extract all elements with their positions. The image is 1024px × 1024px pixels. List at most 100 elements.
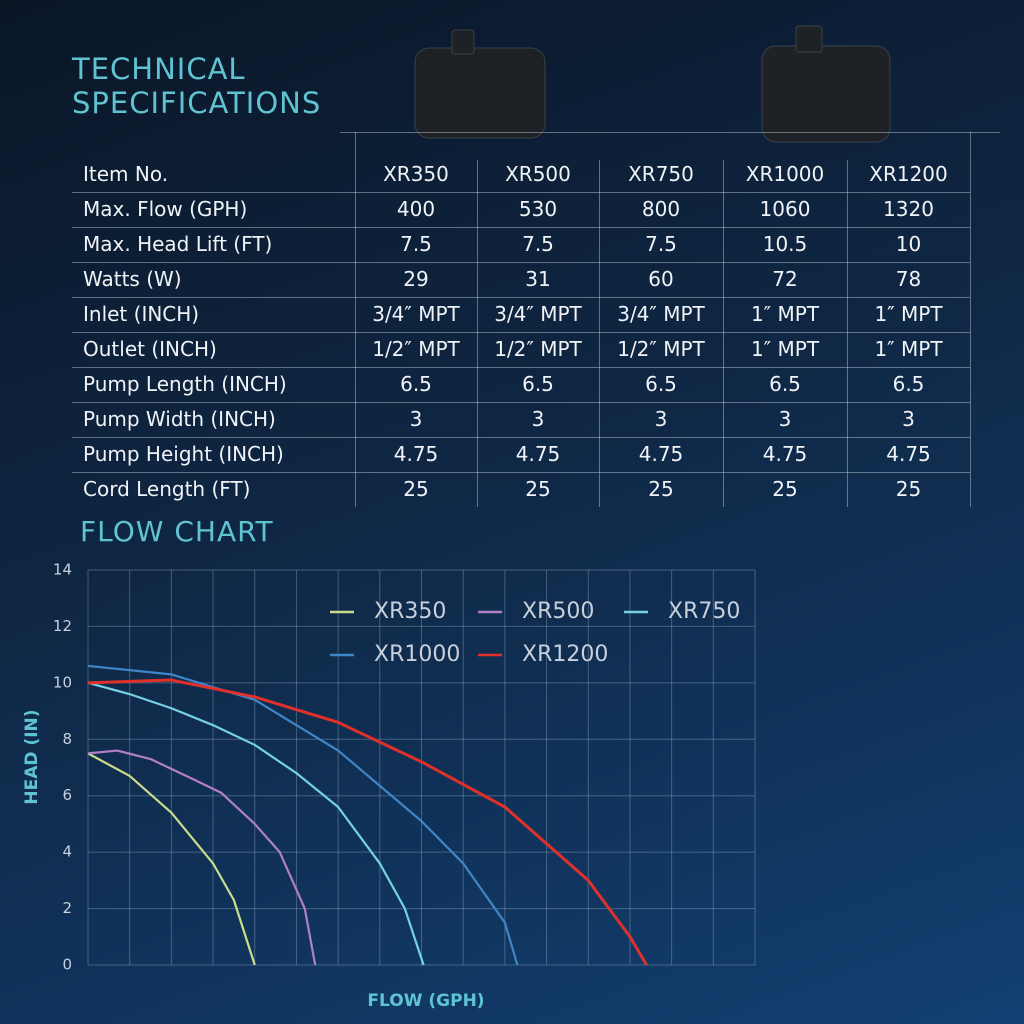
- cell-value: 3: [902, 407, 915, 431]
- row-label: Cord Length (FT): [83, 477, 251, 501]
- cell-value: 6.5: [769, 372, 801, 396]
- legend-label: XR1000: [374, 642, 460, 667]
- cell-value: 25: [403, 477, 429, 501]
- cell-value: 6.5: [522, 372, 554, 396]
- pump-images: [414, 25, 891, 143]
- cell-value: 10: [895, 232, 922, 256]
- series-line: [87, 681, 425, 966]
- row-divider: [72, 262, 970, 263]
- y-tick-label: 10: [53, 673, 72, 691]
- series-line: [87, 749, 317, 966]
- row-label: Watts (W): [83, 267, 182, 291]
- column-divider: [723, 160, 724, 507]
- cell-value: 60: [648, 267, 674, 291]
- column-divider: [970, 132, 971, 507]
- cell-value: 10.5: [762, 232, 808, 256]
- cell-value: 4.75: [762, 442, 808, 466]
- header-divider: [340, 132, 1000, 133]
- cell-value: 4.75: [515, 442, 561, 466]
- cell-value: XR1200: [869, 162, 948, 186]
- cell-value: 1/2″ MPT: [372, 337, 460, 361]
- cell-value: 25: [648, 477, 674, 501]
- row-divider: [72, 192, 970, 193]
- y-tick-label: 12: [53, 617, 72, 635]
- x-axis-label: FLOW (GPH): [367, 991, 484, 1011]
- cell-value: 3/4″ MPT: [617, 302, 705, 326]
- legend-label: XR750: [668, 599, 740, 624]
- cell-value: 25: [895, 477, 922, 501]
- row-label: Max. Head Lift (FT): [83, 232, 273, 256]
- cell-value: 3/4″ MPT: [494, 302, 582, 326]
- row-label: Item No.: [83, 162, 169, 186]
- legend-label: XR1200: [522, 642, 608, 667]
- cell-value: 1″ MPT: [874, 337, 943, 361]
- cell-value: 6.5: [645, 372, 677, 396]
- cell-value: 7.5: [400, 232, 432, 256]
- row-divider: [72, 297, 970, 298]
- cell-value: 3/4″ MPT: [372, 302, 460, 326]
- row-divider: [72, 472, 970, 473]
- series-line: [87, 678, 648, 966]
- series-line: [87, 664, 519, 966]
- cell-value: 7.5: [645, 232, 677, 256]
- y-tick-label: 4: [62, 843, 72, 861]
- cell-value: 25: [525, 477, 551, 501]
- legend-label: XR500: [522, 599, 594, 624]
- cell-value: XR1000: [745, 162, 825, 186]
- cell-value: 4.75: [638, 442, 684, 466]
- cell-value: 6.5: [892, 372, 925, 396]
- column-divider: [355, 132, 356, 507]
- cell-value: 31: [525, 267, 551, 291]
- cell-value: 1/2″ MPT: [617, 337, 705, 361]
- row-label: Pump Length (INCH): [83, 372, 287, 396]
- y-tick-label: 14: [53, 561, 72, 579]
- y-tick-label: 0: [62, 956, 72, 974]
- legend-label: XR350: [374, 599, 446, 624]
- row-divider: [72, 402, 970, 403]
- cell-value: XR350: [383, 162, 449, 186]
- cell-value: 6.5: [400, 372, 432, 396]
- series-line: [87, 752, 256, 966]
- row-divider: [72, 332, 970, 333]
- y-axis-label: HEAD (IN): [22, 709, 42, 804]
- chart-title: FLOW CHART: [80, 515, 274, 548]
- y-tick-label: 6: [62, 786, 72, 804]
- title: TECHNICAL SPECIFICATIONS: [72, 52, 322, 120]
- cell-value: 25: [772, 477, 798, 501]
- cell-value: 1″ MPT: [750, 337, 820, 361]
- cell-value: 3: [531, 407, 545, 431]
- cell-value: 4.75: [886, 442, 931, 466]
- cell-value: 78: [895, 267, 922, 291]
- cell-value: 7.5: [522, 232, 554, 256]
- cell-value: 1320: [883, 197, 934, 221]
- cell-value: XR750: [628, 162, 694, 186]
- cell-value: 530: [518, 197, 558, 221]
- row-divider: [72, 437, 970, 438]
- cell-value: 1060: [759, 197, 811, 221]
- column-divider: [847, 160, 848, 507]
- cell-value: 3: [778, 407, 792, 431]
- cell-value: 1/2″ MPT: [494, 337, 582, 361]
- column-divider: [477, 160, 478, 507]
- cell-value: 1″ MPT: [874, 302, 943, 326]
- row-label: Pump Width (INCH): [83, 407, 276, 431]
- flow-chart: 0 2 4 6 8 10 12 14 HEAD (IN) FLOW (GPH) XR350 XR500…: [22, 561, 756, 1011]
- cell-value: XR500: [505, 162, 571, 186]
- column-divider: [599, 160, 600, 507]
- cell-value: 72: [772, 267, 798, 291]
- y-tick-label: 8: [62, 730, 72, 748]
- cell-value: 1″ MPT: [750, 302, 820, 326]
- row-label: Max. Flow (GPH): [83, 197, 248, 221]
- cell-value: 3: [409, 407, 423, 431]
- row-label: Outlet (INCH): [83, 337, 217, 361]
- y-tick-label: 2: [62, 899, 72, 917]
- cell-value: 400: [396, 197, 436, 221]
- row-label: Pump Height (INCH): [83, 442, 284, 466]
- row-divider: [72, 367, 970, 368]
- cell-value: 800: [641, 197, 681, 221]
- cell-value: 3: [654, 407, 668, 431]
- cell-value: 4.75: [393, 442, 439, 466]
- row-label: Inlet (INCH): [83, 302, 200, 326]
- cell-value: 29: [403, 267, 429, 291]
